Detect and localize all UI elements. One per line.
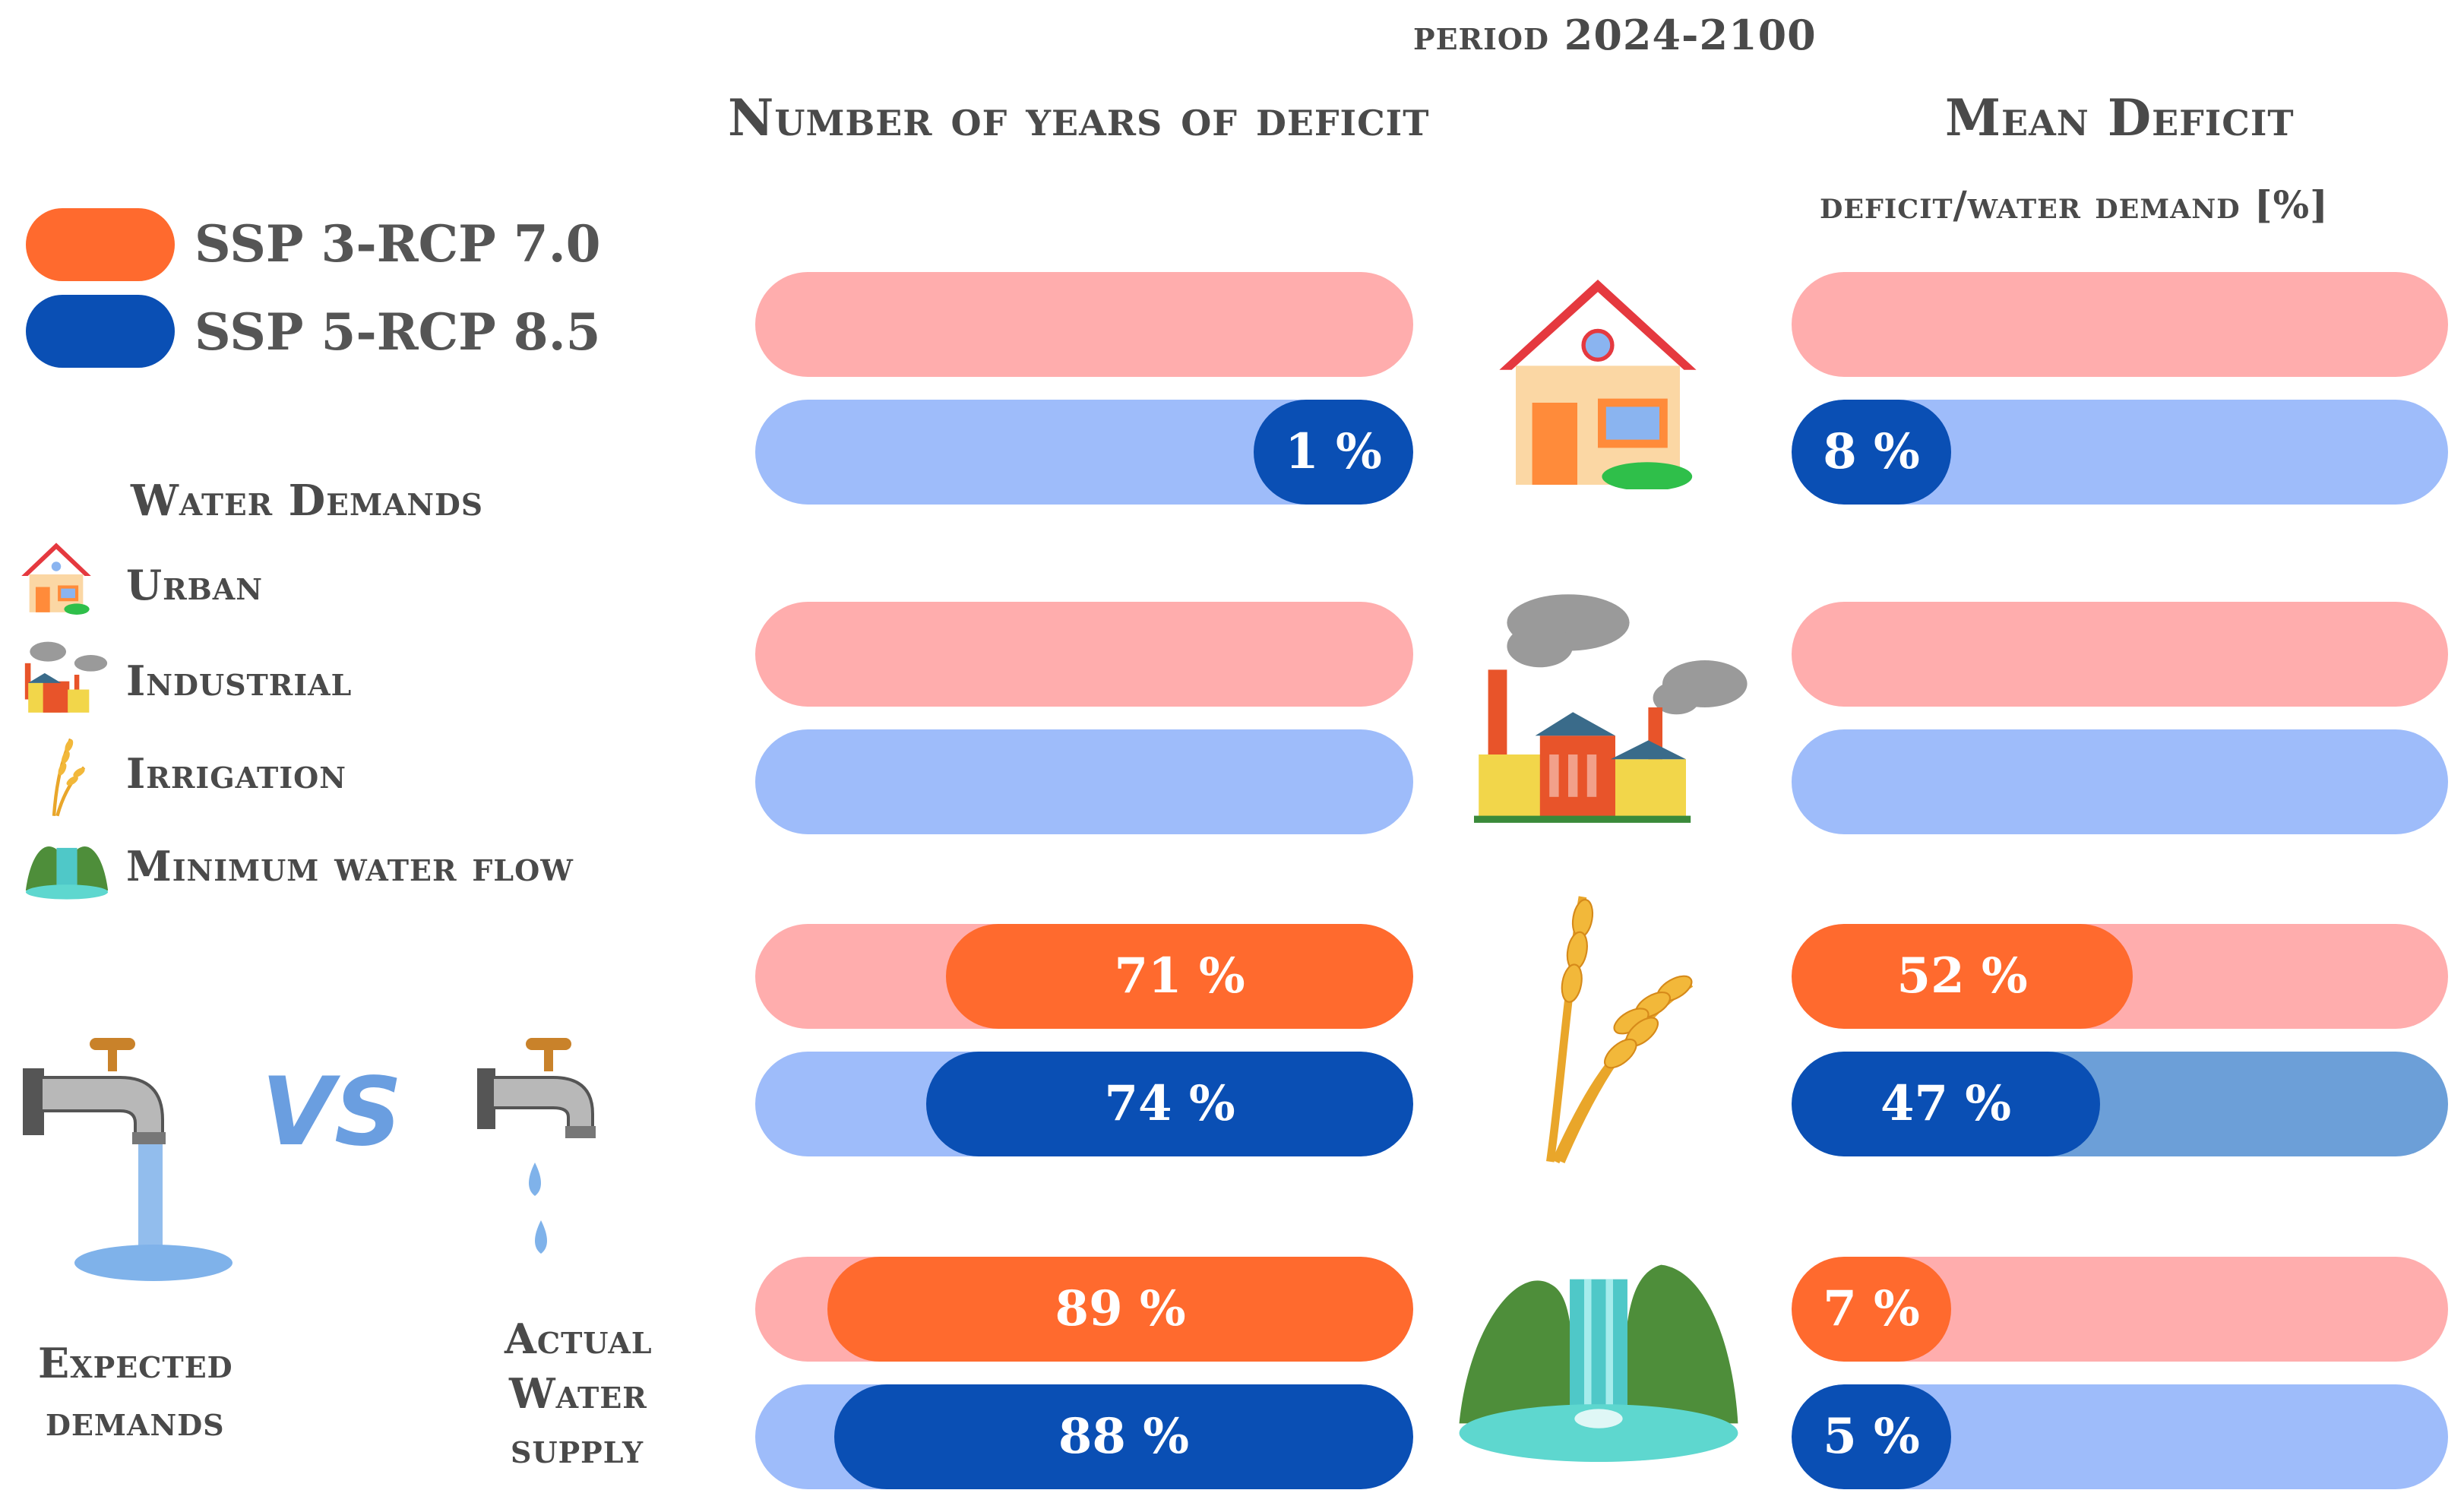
irrigation-wheat-icon [1546,896,1694,1164]
years-bar-irrigation-ssp5 [926,1052,1413,1156]
years-track-urban-ssp5: 1 % [755,400,1413,505]
mean-track-minimum-water-flow-ssp5: 5 % [1792,1384,2448,1489]
years-bar-irrigation-ssp3 [946,924,1413,1029]
years-bar-urban-ssp5 [1254,400,1413,505]
years-label-minimum-water-flow-ssp3: 89 % [1055,1280,1186,1337]
years-track-minimum-water-flow-ssp3: 89 % [755,1257,1413,1362]
house-icon [21,543,91,615]
left-chart-header: Number of years of deficit [728,88,1430,147]
mean-track-urban-ssp5: 8 % [1792,400,2448,505]
actual-supply-tap-icon [477,1038,596,1254]
water-demands-title: Water Demands [131,476,484,526]
mean-bar-minimum-water-flow-ssp3 [1792,1257,1951,1362]
years-label-urban-ssp5: 1 % [1285,423,1382,480]
mean-label-minimum-water-flow-ssp3: 7 % [1823,1280,1920,1337]
right-chart-subheader: deficit/water demand [%] [1820,182,2329,227]
legend-label-ssp5: SSP 5-RCP 8.5 [195,302,601,362]
chart-title: period 2024-2100 [1413,11,1817,59]
mean-track-industrial-ssp5 [1792,729,2448,834]
demand-label-irrigation: Irrigation [126,749,346,798]
minimum-flow-waterfall-icon [1459,1264,1738,1462]
expected-demand-tap-icon [23,1038,232,1281]
mean-bar-minimum-water-flow-ssp5 [1792,1384,1951,1489]
urban-house-icon [1499,280,1697,489]
mean-track-minimum-water-flow-ssp3: 7 % [1792,1257,2448,1362]
years-bar-minimum-water-flow-ssp3 [827,1257,1413,1362]
legend-swatch-ssp3 [26,208,175,281]
mean-label-urban-ssp5: 8 % [1823,423,1920,480]
mean-label-irrigation-ssp5: 47 % [1880,1075,2012,1132]
years-track-industrial-ssp5 [755,729,1413,834]
mean-label-minimum-water-flow-ssp5: 5 % [1823,1408,1920,1465]
mean-bar-irrigation-ssp3 [1792,924,2133,1029]
mean-track-irrigation-ssp3: 52 % [1792,924,2448,1029]
years-track-minimum-water-flow-ssp5: 88 % [755,1384,1413,1489]
demand-label-urban: Urban [126,561,264,609]
years-track-industrial-ssp3 [755,602,1413,707]
legend-swatch-ssp5 [26,295,175,368]
actual-supply-label-line3: supply [511,1424,644,1473]
industrial-factory-icon [1474,594,1748,823]
legend-label-ssp3: SSP 3-RCP 7.0 [195,214,601,274]
years-label-irrigation-ssp5: 74 % [1104,1075,1235,1132]
actual-supply-label-line2: Water [509,1369,647,1418]
mean-bar-irrigation-ssp5 [1792,1052,2101,1156]
mean-bar-urban-ssp5 [1792,400,1951,505]
mean-track-industrial-ssp3 [1792,602,2448,707]
years-track-irrigation-ssp5: 74 % [755,1052,1413,1156]
years-track-irrigation-ssp3: 71 % [755,924,1413,1029]
wheat-icon [52,738,86,817]
years-bar-minimum-water-flow-ssp5 [833,1384,1413,1489]
expected-demands-label-line1: Expected [38,1339,233,1387]
actual-supply-label-line1: Actual [505,1314,653,1363]
mean-track-urban-ssp3 [1792,272,2448,377]
years-label-irrigation-ssp3: 71 % [1114,947,1245,1004]
years-label-minimum-water-flow-ssp5: 88 % [1058,1408,1190,1465]
right-chart-header: Mean Deficit [1945,88,2295,147]
vs-text: VS [261,1058,403,1167]
expected-demands-label-line2: demands [46,1397,225,1445]
waterfall-icon [25,846,109,900]
factory-icon [24,641,108,713]
mean-track-irrigation-ssp5: 47 % [1792,1052,2448,1156]
demand-label-minimum-flow: Minimum water flow [126,842,574,891]
years-track-urban-ssp3 [755,272,1413,377]
mean-label-irrigation-ssp3: 52 % [1896,947,2028,1004]
demand-label-industrial: Industrial [126,656,353,705]
